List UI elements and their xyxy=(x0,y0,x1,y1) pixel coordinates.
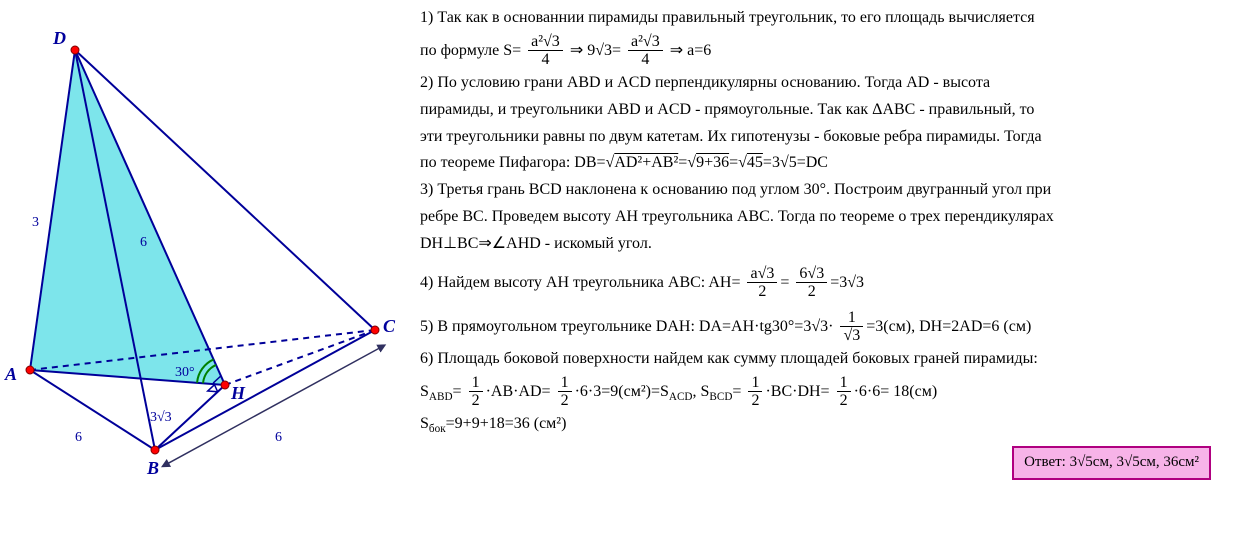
step-1-line-2: по формуле S= a²√3 4 ⇒ 9√3= a²√3 4 ⇒ a=6 xyxy=(420,33,1231,69)
step-6-line-3: Sбок=9+9+18=36 (см²) xyxy=(420,412,1231,439)
edge-label: 6 xyxy=(140,235,147,251)
vertex-label-C: C xyxy=(383,316,395,337)
step-6-line-2: SABD= 1 2 ·AB·AD= 1 2 ·6·3=9(см²)=SACD, … xyxy=(420,374,1231,410)
vertex-label-B: B xyxy=(147,458,159,479)
solution-text: 1) Так как в основаннии пирамиды правиль… xyxy=(420,0,1241,541)
fraction: 6√3 2 xyxy=(796,265,827,301)
step-6-line-1: 6) Площадь боковой поверхности найдем ка… xyxy=(420,347,1231,372)
step-3-line-3: DH⊥BC⇒∠AHD - искомый угол. xyxy=(420,232,1231,257)
edge-label: 3√3 xyxy=(150,410,172,426)
step-2-line-3: эти треугольники равны по двум катетам. … xyxy=(420,125,1231,150)
step-5: 5) В прямоугольном треугольнике DAH: DA=… xyxy=(420,309,1231,345)
fraction: a√3 2 xyxy=(747,265,777,301)
vertex-label-H: H xyxy=(231,383,245,404)
fraction: 1 √3 xyxy=(840,309,863,345)
edge-label: 30° xyxy=(175,365,195,381)
step-2-line-4: по теореме Пифагора: DB=√AD²+AB²=√9+36=√… xyxy=(420,151,1231,176)
step-2-line-2: пирамиды, и треугольники ABD и ACD - пря… xyxy=(420,98,1231,123)
step-1-line-1: 1) Так как в основаннии пирамиды правиль… xyxy=(420,6,1231,31)
fraction: a²√3 4 xyxy=(628,33,663,69)
edge-label: 3 xyxy=(32,215,39,231)
fraction: 1 2 xyxy=(558,374,572,410)
edge-label: 6 xyxy=(75,430,82,446)
answer-box: Ответ: 3√5см, 3√5см, 36см² xyxy=(1012,446,1211,479)
fraction: 1 2 xyxy=(469,374,483,410)
fraction: 1 2 xyxy=(837,374,851,410)
step-3-line-1: 3) Третья грань BCD наклонена к основани… xyxy=(420,178,1231,203)
vertex-label-D: D xyxy=(53,28,66,49)
step-2-line-1: 2) По условию грани ABD и ACD перпендику… xyxy=(420,71,1231,96)
fraction: 1 2 xyxy=(748,374,762,410)
step-4: 4) Найдем высоту AH треугольника ABC: AH… xyxy=(420,265,1231,301)
vertex-label-A: A xyxy=(5,364,17,385)
edge-label: 6 xyxy=(275,430,282,446)
step-3-line-2: ребре BC. Проведем высоту AH треугольник… xyxy=(420,205,1231,230)
fraction: a²√3 4 xyxy=(528,33,563,69)
geometry-diagram: D A B C H 3 6 6 3√3 6 30° xyxy=(0,0,420,541)
